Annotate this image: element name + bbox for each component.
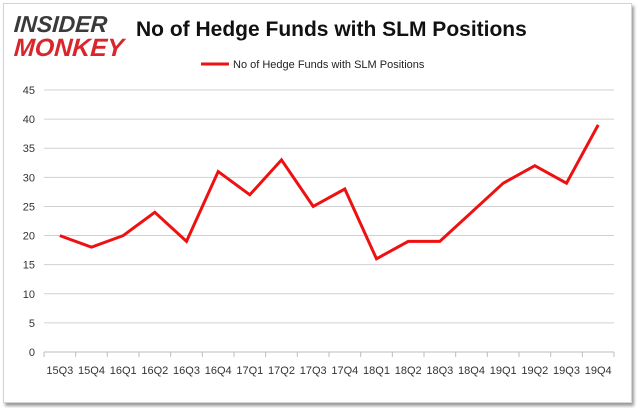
y-tick-label: 0	[29, 347, 35, 359]
x-tick-label: 19Q1	[490, 365, 517, 377]
x-tick-label: 18Q1	[363, 365, 390, 377]
x-tick-label: 18Q3	[426, 365, 453, 377]
y-tick-label: 20	[23, 231, 35, 243]
y-tick-label: 5	[29, 318, 35, 330]
x-tick-label: 16Q4	[205, 365, 232, 377]
y-tick-label: 10	[23, 289, 35, 301]
chart-title: No of Hedge Funds with SLM Positions	[136, 18, 527, 41]
x-tick-label: 18Q4	[458, 365, 485, 377]
y-tick-label: 40	[23, 114, 35, 126]
x-tick-label: 16Q2	[141, 365, 168, 377]
x-tick-label: 19Q4	[585, 365, 612, 377]
x-tick-label: 18Q2	[395, 365, 422, 377]
series-layer	[59, 124, 600, 261]
chart-frame: INSIDER MONKEY No of Hedge Funds with SL…	[3, 3, 632, 403]
x-tick-label: 15Q4	[78, 365, 105, 377]
x-tick-label: 15Q3	[46, 365, 73, 377]
x-tick-label: 16Q1	[110, 365, 137, 377]
series-line	[59, 124, 600, 261]
x-tick-label: 16Q3	[173, 365, 200, 377]
axis-layer: 0 5 10 15 20 25 30 35 40 45 15Q3 15Q4 16Q1 16Q2 16Q3 16…	[23, 85, 615, 377]
legend-label: No of Hedge Funds with SLM Positions	[233, 59, 425, 71]
x-tick-label: 17Q1	[236, 365, 263, 377]
y-tick-label: 30	[23, 172, 35, 184]
legend: No of Hedge Funds with SLM Positions	[201, 59, 425, 71]
y-tick-label: 35	[23, 143, 35, 155]
grid-layer	[44, 89, 614, 324]
x-tick-label: 17Q2	[268, 365, 295, 377]
x-tick-label: 19Q3	[553, 365, 580, 377]
x-tick-label: 17Q3	[300, 365, 327, 377]
y-tick-label: 15	[23, 260, 35, 272]
x-tick-label: 17Q4	[331, 365, 358, 377]
x-tick-label: 19Q2	[521, 365, 548, 377]
y-tick-label: 25	[23, 201, 35, 213]
y-tick-label: 45	[23, 85, 35, 97]
